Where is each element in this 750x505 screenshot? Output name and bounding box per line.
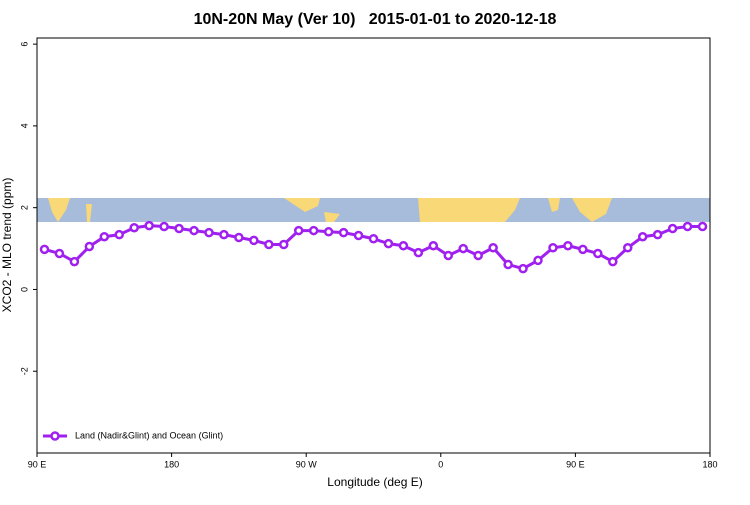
x-tick-label: 90 E bbox=[28, 459, 47, 469]
data-point bbox=[563, 240, 573, 251]
data-point bbox=[473, 250, 483, 261]
data-point bbox=[503, 259, 513, 270]
data-point bbox=[488, 242, 498, 253]
data-point bbox=[368, 234, 379, 244]
data-point bbox=[323, 227, 334, 237]
legend-marker bbox=[50, 431, 60, 441]
x-tick-label: 180 bbox=[702, 459, 717, 469]
data-point bbox=[84, 241, 95, 252]
y-tick-label: 6 bbox=[19, 42, 29, 47]
x-axis-label: Longitude (deg E) bbox=[327, 475, 422, 489]
data-point bbox=[39, 244, 50, 255]
x-tick-label: 90 W bbox=[296, 459, 318, 469]
legend-label: Land (Nadir&Glint) and Ocean (Glint) bbox=[75, 430, 223, 440]
x-tick-label: 0 bbox=[438, 459, 443, 469]
data-point bbox=[338, 227, 349, 238]
data-point bbox=[144, 220, 154, 231]
data-point bbox=[219, 229, 229, 240]
data-point bbox=[264, 239, 274, 250]
data-point bbox=[578, 244, 588, 255]
x-tick-label: 90 E bbox=[566, 459, 585, 469]
data-point bbox=[353, 230, 364, 241]
data-point bbox=[174, 223, 184, 234]
data-point bbox=[129, 222, 139, 233]
data-point bbox=[622, 242, 633, 253]
data-point bbox=[204, 227, 214, 238]
data-point bbox=[159, 221, 169, 232]
data-point bbox=[69, 256, 80, 267]
data-point bbox=[458, 243, 468, 254]
data-point bbox=[383, 238, 394, 249]
data-point bbox=[54, 248, 65, 259]
data-point bbox=[697, 221, 708, 232]
data-point bbox=[398, 240, 409, 251]
data-point bbox=[279, 239, 289, 250]
y-tick-label: -2 bbox=[19, 367, 29, 375]
data-point bbox=[637, 231, 648, 242]
data-point bbox=[293, 225, 304, 236]
plot-frame bbox=[36, 37, 711, 454]
data-point bbox=[608, 256, 618, 267]
data-point bbox=[652, 229, 663, 240]
data-point bbox=[249, 235, 259, 246]
data-point bbox=[189, 225, 199, 236]
map-band bbox=[37, 198, 710, 222]
data-point bbox=[428, 240, 439, 251]
y-tick-label: 0 bbox=[19, 287, 29, 292]
y-axis-label: XCO2 - MLO trend (ppm) bbox=[0, 178, 14, 313]
x-tick-label: 180 bbox=[164, 459, 179, 469]
data-point bbox=[533, 255, 543, 266]
data-point bbox=[593, 248, 603, 259]
data-point bbox=[518, 263, 528, 274]
data-point bbox=[308, 225, 319, 236]
y-tick-label: 2 bbox=[19, 205, 29, 210]
y-tick-label: 4 bbox=[19, 123, 29, 128]
data-point bbox=[413, 247, 424, 258]
data-point bbox=[443, 250, 454, 261]
data-point bbox=[114, 229, 125, 240]
data-point bbox=[667, 223, 678, 234]
data-point bbox=[99, 231, 110, 242]
data-point bbox=[234, 232, 244, 243]
chart-title: 10N-20N May (Ver 10) 2015-01-01 to 2020-… bbox=[194, 11, 557, 28]
data-point bbox=[682, 221, 693, 232]
data-point bbox=[548, 242, 558, 253]
